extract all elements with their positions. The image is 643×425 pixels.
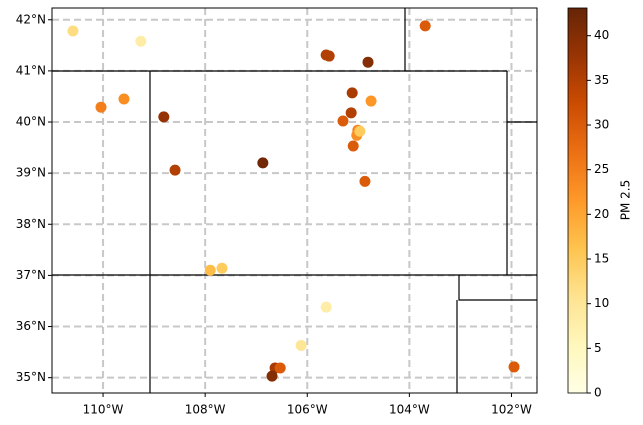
station-point [169, 164, 181, 176]
x-tick-label: 102°W [491, 403, 532, 417]
station-point [295, 339, 307, 351]
station-point [346, 87, 358, 99]
station-point [323, 50, 335, 62]
x-tick-label: 106°W [287, 403, 328, 417]
station-point [95, 101, 107, 113]
station-point [158, 111, 170, 123]
station-point [320, 301, 332, 313]
colorbar-tick-label: 40 [594, 28, 609, 42]
station-point [135, 35, 147, 47]
state-borders [52, 8, 537, 393]
station-point [204, 264, 216, 276]
y-tick-label: 39°N [16, 166, 46, 180]
x-tick-label: 110°W [83, 403, 124, 417]
station-point [354, 125, 366, 137]
station-point [419, 20, 431, 32]
colorbar-tick-label: 25 [594, 162, 609, 176]
station-point [67, 25, 79, 37]
station-point [274, 362, 286, 374]
station-point [118, 93, 130, 105]
colorbar-tick-label: 0 [594, 386, 602, 400]
colorbar-label: PM 2.5 [619, 180, 633, 221]
colorbar-tick-label: 30 [594, 118, 609, 132]
colorbar-tick-label: 35 [594, 73, 609, 87]
colorbar-tick-label: 10 [594, 296, 609, 310]
y-tick-label: 40°N [16, 115, 46, 129]
x-tick-label: 108°W [185, 403, 226, 417]
colorbar [567, 7, 588, 394]
station-point [257, 157, 269, 169]
y-tick-label: 37°N [16, 268, 46, 282]
plot-frame [51, 7, 538, 394]
station-point [266, 370, 278, 382]
station-point [359, 175, 371, 187]
station-point [216, 262, 228, 274]
y-tick-label: 42°N [16, 12, 46, 26]
y-tick-label: 35°N [16, 370, 46, 384]
y-tick-label: 38°N [16, 217, 46, 231]
station-point [347, 140, 359, 152]
station-point [337, 115, 349, 127]
station-point [362, 56, 374, 68]
station-point [365, 95, 377, 107]
colorbar-tick-label: 20 [594, 207, 609, 221]
station-point [508, 361, 520, 373]
colorbar-tick-label: 5 [594, 341, 602, 355]
colorbar-tick-label: 15 [594, 252, 609, 266]
x-tick-label: 104°W [389, 403, 430, 417]
y-tick-label: 36°N [16, 319, 46, 333]
y-tick-label: 41°N [16, 63, 46, 77]
station-point [345, 107, 357, 119]
